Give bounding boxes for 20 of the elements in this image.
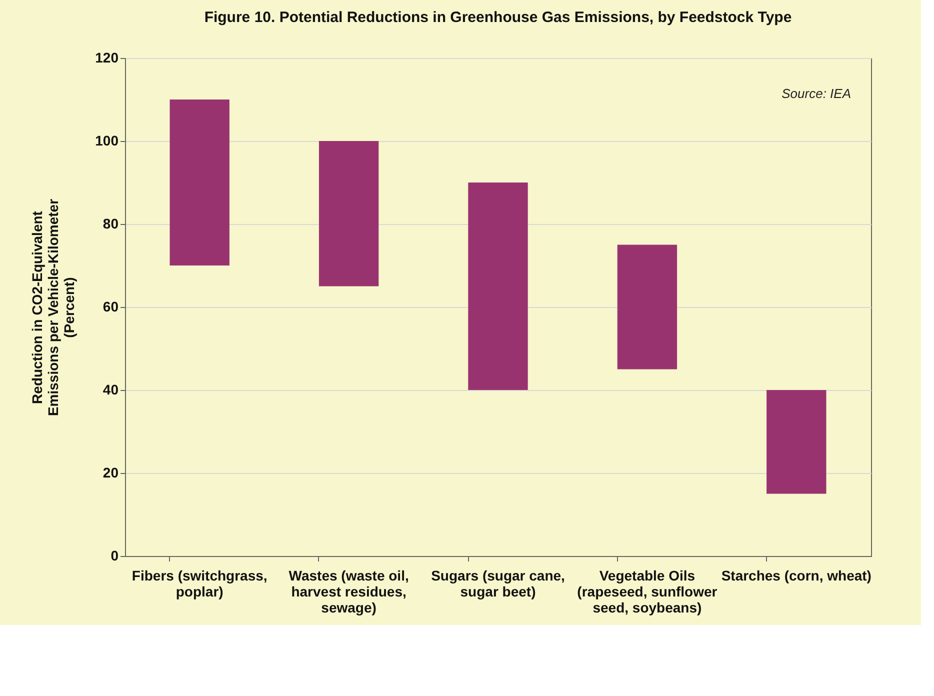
bar <box>170 100 230 266</box>
y-tick-label: 0 <box>110 548 119 564</box>
y-tick-label: 20 <box>102 464 119 480</box>
y-tick-label: 60 <box>102 298 119 314</box>
chart-title: Figure 10. Potential Reductions in Greenhouse Gas Emissions, by Feedstock Type <box>204 9 792 26</box>
annotation: Source: IEA <box>782 86 851 101</box>
y-tick-label: 80 <box>102 216 119 232</box>
y-axis-title: Reduction in CO2-Equivalent Emissions per Vehicle-Kilometer (Percent) <box>29 198 78 416</box>
y-tick-label: 100 <box>95 132 119 148</box>
x-tick-label: Wastes (waste oil, harvest residues, sewage) <box>288 568 409 616</box>
x-tick-label: Starches (corn, wheat) <box>721 568 872 584</box>
bar <box>468 182 528 390</box>
y-tick-label: 40 <box>102 382 119 398</box>
x-tick-label: Vegetable Oils (rapeseed, sunflower seed, soybeans) <box>577 568 718 616</box>
x-tick-label: Sugars (sugar cane, sugar beet) <box>431 568 565 600</box>
y-tick-label: 120 <box>95 50 119 66</box>
x-tick-label: Fibers (switchgrass, poplar) <box>132 568 268 600</box>
bar <box>617 244 678 370</box>
bar <box>318 141 379 286</box>
bar <box>766 390 826 494</box>
